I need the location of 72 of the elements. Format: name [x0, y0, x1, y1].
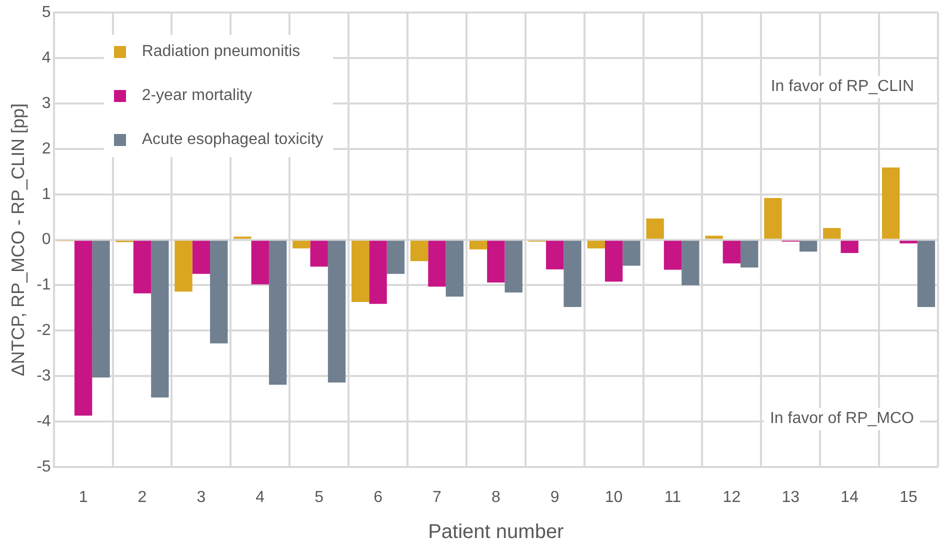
bar	[192, 240, 210, 274]
bar	[174, 240, 192, 292]
legend-label: Acute esophageal toxicity	[142, 130, 324, 149]
bar	[840, 240, 858, 253]
bar	[882, 168, 900, 239]
x-tick-label: 1	[78, 489, 88, 507]
bar	[764, 198, 782, 239]
bar	[386, 240, 405, 274]
x-tick-label: 9	[550, 489, 560, 507]
bar	[900, 240, 918, 244]
annotation: In favor of RP_MCO	[764, 408, 920, 430]
bar	[622, 240, 640, 266]
x-tick-label: 2	[138, 489, 147, 507]
y-tick-label: 5	[42, 4, 51, 22]
bar	[352, 240, 370, 302]
bar	[428, 240, 446, 287]
y-tick-label: -2	[36, 322, 51, 340]
x-axis-title: Patient number	[428, 521, 564, 544]
bar	[564, 240, 582, 308]
x-tick-label: 6	[374, 489, 382, 507]
bar	[487, 240, 505, 283]
bar	[92, 240, 110, 378]
bar	[210, 240, 228, 344]
y-axis-title: ΔNTCP, RP_MCO - RP_CLIN [pp]	[8, 103, 28, 376]
bar	[740, 240, 758, 268]
bar	[469, 240, 488, 250]
bar	[917, 240, 936, 308]
bar	[369, 240, 387, 304]
x-tick-label: 3	[196, 489, 206, 507]
x-tick-label: 14	[840, 489, 858, 507]
y-tick-label: -5	[36, 458, 51, 476]
y-tick-label: -4	[36, 412, 51, 430]
bar	[664, 240, 682, 270]
bar	[705, 236, 723, 239]
y-tick-label: 2	[42, 140, 51, 158]
bar	[682, 240, 700, 286]
bar	[546, 240, 564, 270]
y-tick-label: 3	[42, 94, 51, 112]
x-tick-label: 4	[256, 489, 265, 507]
legend-label: 2-year mortality	[142, 86, 252, 105]
bar	[587, 240, 605, 248]
bar	[292, 240, 310, 248]
x-tick-label: 5	[314, 489, 324, 507]
bar	[251, 240, 269, 284]
bar	[310, 240, 328, 267]
bar	[328, 240, 346, 382]
bar	[604, 240, 623, 282]
x-tick-label: 12	[722, 489, 741, 507]
annotation: In favor of RP_CLIN	[764, 76, 920, 98]
x-tick-label: 15	[900, 489, 918, 507]
bar	[823, 228, 841, 239]
bar	[410, 240, 428, 262]
y-tick-label: -3	[36, 368, 51, 385]
bar	[133, 240, 152, 294]
bar	[74, 240, 92, 416]
x-tick-label: 13	[782, 489, 800, 507]
bar	[504, 240, 522, 293]
x-tick-label: 11	[664, 489, 682, 507]
bar	[268, 240, 287, 385]
y-tick-label: 0	[42, 231, 51, 248]
x-tick-label: 8	[491, 489, 500, 507]
bar	[799, 240, 818, 252]
y-tick-label: 1	[42, 186, 51, 203]
y-tick-label: -1	[36, 276, 51, 294]
legend-label: Radiation pneumonitis	[142, 42, 300, 61]
y-tick-label: 4	[42, 49, 51, 66]
bar	[151, 240, 169, 398]
x-tick-label: 10	[604, 489, 623, 507]
bar	[446, 240, 464, 297]
x-tick-label: 7	[432, 489, 442, 507]
bar	[646, 218, 664, 239]
bar	[722, 240, 741, 264]
